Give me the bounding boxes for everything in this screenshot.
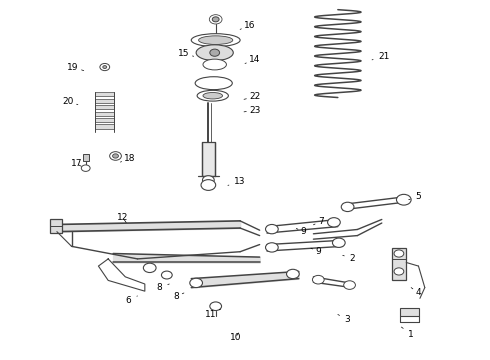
Bar bbox=[49, 220, 62, 233]
Text: 13: 13 bbox=[228, 177, 246, 186]
Circle shape bbox=[341, 202, 354, 212]
Bar bbox=[95, 99, 114, 103]
Text: 16: 16 bbox=[240, 21, 256, 30]
Text: 6: 6 bbox=[126, 296, 137, 305]
Text: 23: 23 bbox=[244, 105, 261, 114]
Ellipse shape bbox=[203, 93, 222, 99]
Text: 20: 20 bbox=[62, 96, 78, 105]
Text: 7: 7 bbox=[314, 217, 323, 226]
Ellipse shape bbox=[198, 36, 233, 44]
Circle shape bbox=[161, 271, 172, 279]
Ellipse shape bbox=[197, 90, 228, 101]
Circle shape bbox=[81, 165, 90, 171]
Circle shape bbox=[328, 218, 340, 227]
Ellipse shape bbox=[196, 45, 233, 60]
Text: 18: 18 bbox=[121, 154, 136, 163]
Circle shape bbox=[266, 225, 278, 234]
Circle shape bbox=[201, 180, 216, 190]
Circle shape bbox=[103, 66, 107, 68]
Text: 22: 22 bbox=[244, 92, 260, 101]
Circle shape bbox=[202, 176, 214, 184]
Bar bbox=[95, 118, 114, 122]
Circle shape bbox=[110, 152, 122, 160]
Text: 10: 10 bbox=[229, 333, 241, 342]
Circle shape bbox=[287, 269, 299, 279]
Circle shape bbox=[394, 250, 404, 257]
Ellipse shape bbox=[203, 59, 226, 70]
Text: 8: 8 bbox=[174, 292, 184, 301]
Text: 11: 11 bbox=[205, 309, 220, 319]
Circle shape bbox=[212, 17, 219, 22]
Bar bbox=[95, 112, 114, 116]
Circle shape bbox=[210, 49, 220, 56]
Circle shape bbox=[394, 268, 404, 275]
Text: 5: 5 bbox=[409, 192, 421, 201]
Bar bbox=[83, 154, 89, 161]
Circle shape bbox=[266, 243, 278, 252]
Text: 8: 8 bbox=[157, 283, 169, 292]
Text: 4: 4 bbox=[411, 288, 421, 297]
Text: 2: 2 bbox=[343, 255, 355, 264]
Bar bbox=[392, 248, 406, 280]
Circle shape bbox=[343, 281, 355, 289]
Text: 9: 9 bbox=[296, 228, 307, 237]
Bar bbox=[95, 125, 114, 129]
Text: 21: 21 bbox=[372, 52, 390, 61]
Circle shape bbox=[113, 154, 119, 158]
Text: 19: 19 bbox=[67, 63, 84, 72]
Bar bbox=[400, 309, 419, 316]
Text: 12: 12 bbox=[117, 213, 128, 222]
Text: 1: 1 bbox=[401, 327, 414, 339]
Bar bbox=[202, 142, 215, 176]
Circle shape bbox=[144, 263, 156, 273]
Bar bbox=[95, 92, 114, 96]
Ellipse shape bbox=[195, 77, 232, 90]
Circle shape bbox=[396, 194, 411, 205]
Bar bbox=[95, 105, 114, 109]
Circle shape bbox=[332, 238, 345, 247]
Circle shape bbox=[210, 302, 221, 311]
Text: 9: 9 bbox=[311, 247, 321, 256]
Text: 15: 15 bbox=[178, 49, 194, 58]
Text: 14: 14 bbox=[245, 55, 261, 64]
Text: 17: 17 bbox=[71, 159, 82, 168]
Text: 3: 3 bbox=[338, 315, 350, 324]
Ellipse shape bbox=[191, 34, 240, 46]
Circle shape bbox=[190, 278, 202, 288]
Circle shape bbox=[100, 63, 110, 71]
Circle shape bbox=[313, 275, 324, 284]
